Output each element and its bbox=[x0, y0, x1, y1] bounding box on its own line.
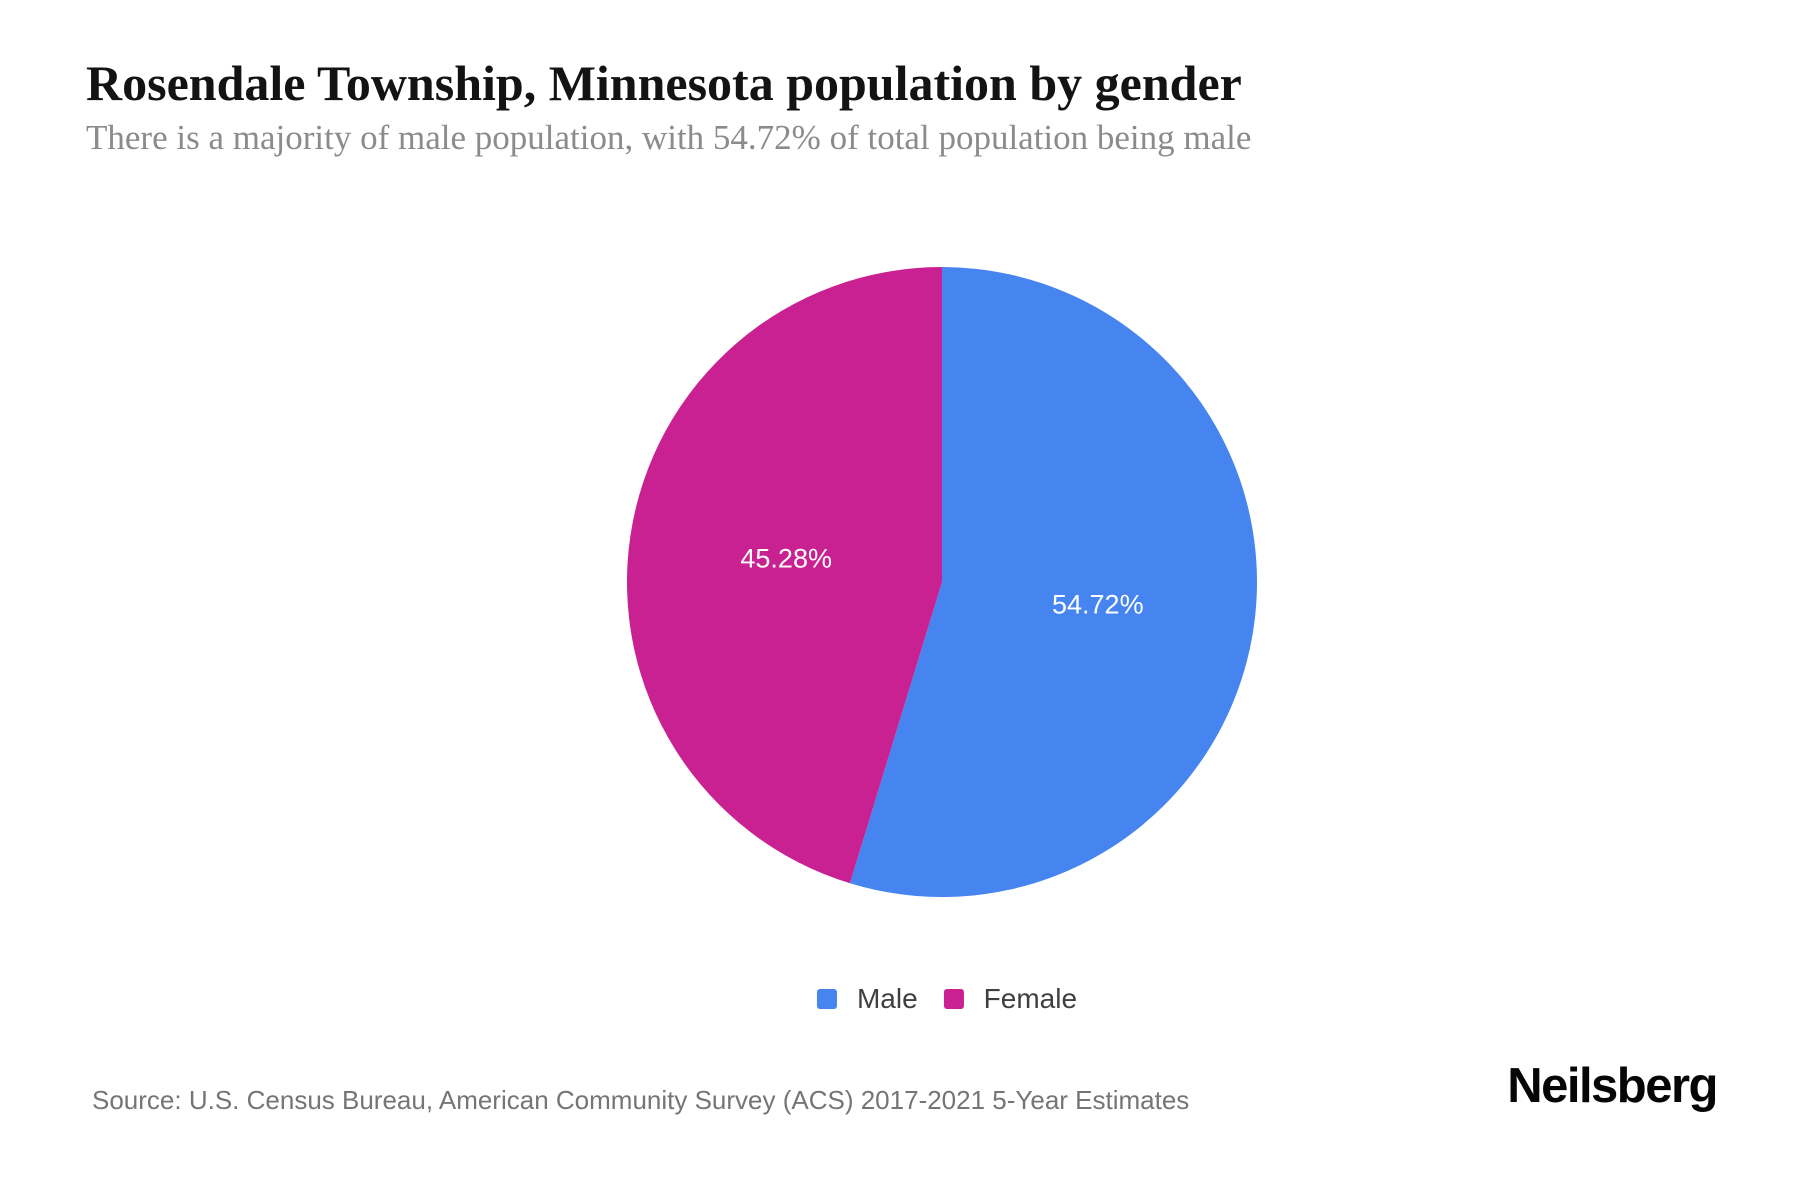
chart-subtitle: There is a majority of male population, … bbox=[86, 118, 1252, 157]
legend-label-male: Male bbox=[856, 983, 918, 1014]
pie-svg bbox=[627, 267, 1257, 897]
pie-slice-female[interactable] bbox=[627, 267, 942, 884]
legend-item-male[interactable]: Male bbox=[816, 983, 918, 1015]
pie-slice-male[interactable] bbox=[849, 267, 1257, 897]
legend-item-female[interactable]: Female bbox=[943, 983, 1078, 1015]
chart-legend: Male Female bbox=[816, 983, 1078, 1015]
male-swatch-icon bbox=[816, 989, 837, 1009]
neilsberg-logo: Neilsberg bbox=[1507, 1059, 1718, 1113]
legend-label-female: Female bbox=[983, 983, 1078, 1014]
pie-chart: 54.72% 45.28% bbox=[627, 267, 1257, 897]
female-swatch-icon bbox=[943, 989, 964, 1009]
page-title: Rosendale Township, Minnesota population… bbox=[86, 55, 1242, 111]
source-attribution: Source: U.S. Census Bureau, American Com… bbox=[92, 1085, 1190, 1115]
